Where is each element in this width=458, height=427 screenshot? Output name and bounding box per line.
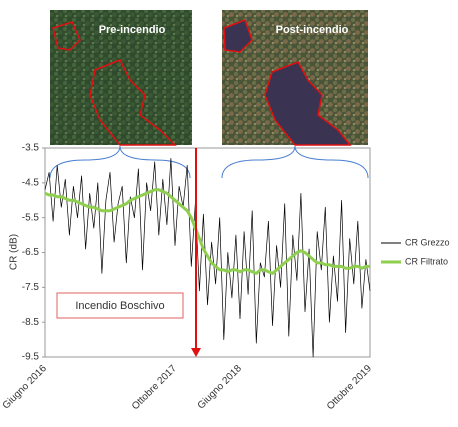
y-tick-label: -7.5 bbox=[22, 282, 40, 293]
y-tick-label: -5.5 bbox=[22, 212, 40, 223]
plot-frame bbox=[44, 147, 371, 358]
annotation-box bbox=[56, 292, 184, 319]
legend-label: CR Filtrato bbox=[405, 256, 448, 266]
series-line bbox=[44, 158, 371, 358]
fire-arrowhead bbox=[191, 348, 201, 357]
post-image: Post-incendio bbox=[222, 10, 368, 146]
x-tick-label: Giugno 2018 bbox=[196, 363, 245, 412]
annotation: Incendio Boschivo bbox=[75, 300, 164, 312]
image-label: Pre-incendio bbox=[99, 24, 166, 36]
x-tick-label: Giugno 2016 bbox=[1, 363, 50, 412]
y-tick-label: -3.5 bbox=[22, 143, 40, 154]
image-label: Post-incendio bbox=[276, 24, 349, 36]
brace bbox=[221, 145, 369, 179]
y-tick-label: -9.5 bbox=[22, 352, 40, 363]
y-tick-label: -6.5 bbox=[22, 247, 40, 258]
x-tick-label: Ottobre 2017 bbox=[130, 363, 179, 412]
brace bbox=[49, 145, 191, 179]
y-axis-label: CR (dB) bbox=[9, 234, 20, 270]
y-tick-label: -4.5 bbox=[22, 177, 40, 188]
legend-label: CR Grezzo bbox=[405, 237, 450, 247]
pre-image: Pre-incendio bbox=[50, 10, 192, 146]
x-tick-label: Ottobre 2019 bbox=[325, 363, 374, 412]
y-tick-label: -8.5 bbox=[22, 317, 40, 328]
series-line bbox=[44, 188, 370, 275]
